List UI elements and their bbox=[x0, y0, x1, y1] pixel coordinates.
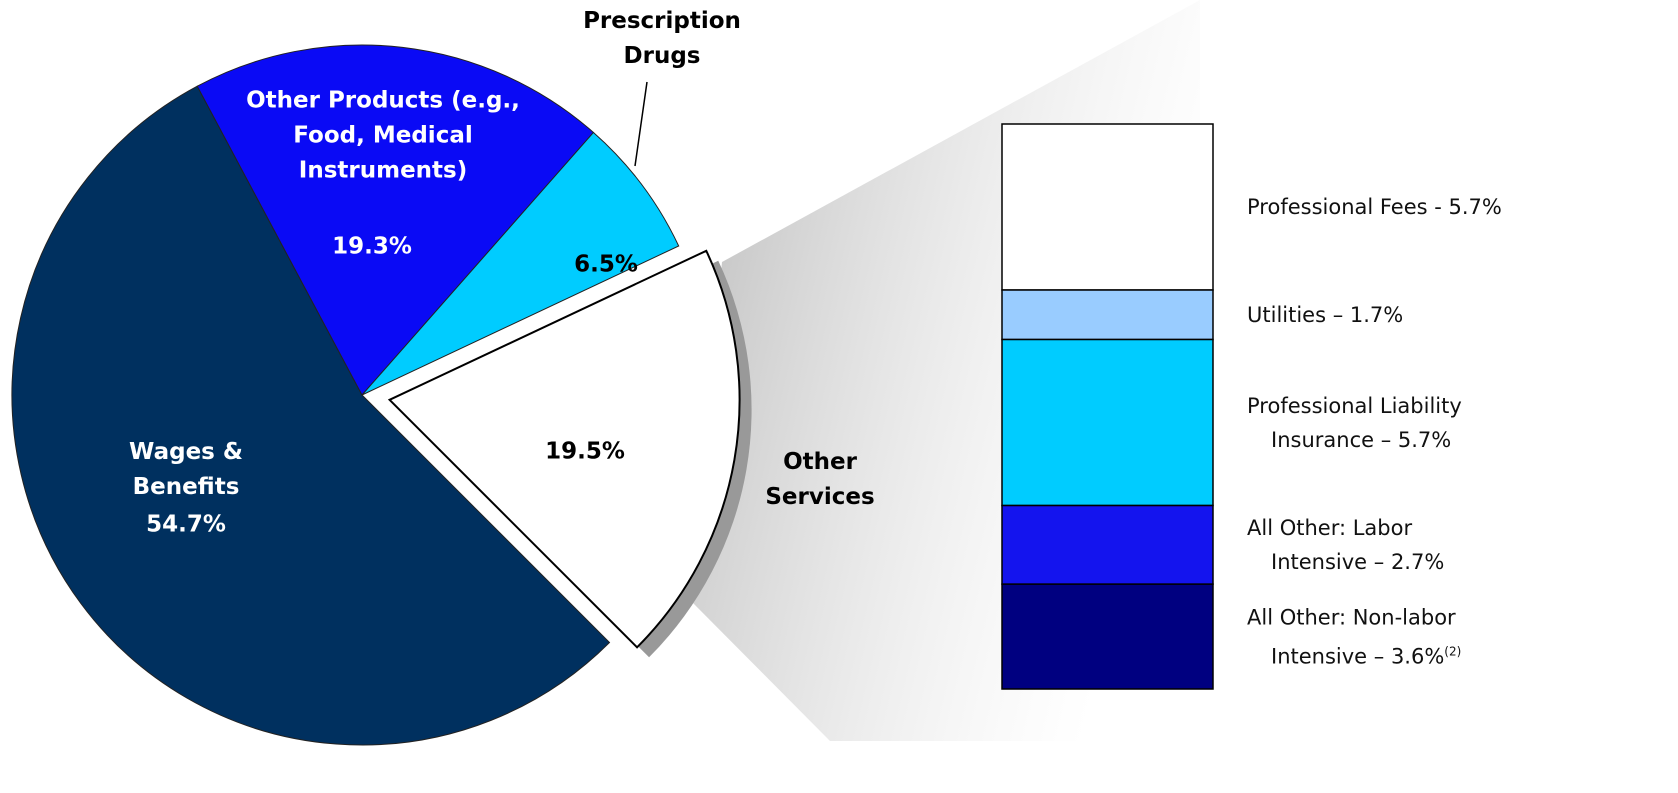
slice-value-label: 6.5% bbox=[574, 251, 638, 278]
slice-label: Other Services bbox=[765, 449, 875, 510]
bar-segment bbox=[1001, 289, 1214, 341]
pie-slice bbox=[196, 44, 595, 396]
bar-segment bbox=[1001, 504, 1214, 585]
leader-line bbox=[634, 81, 648, 167]
footnote-marker: (2) bbox=[1444, 644, 1462, 659]
slice-value-label: 19.5% bbox=[545, 438, 625, 465]
bar-segment bbox=[1001, 123, 1214, 291]
legend-label: All Other: Non-labor Intensive – 3.6%(2) bbox=[1247, 605, 1462, 669]
legend-label: All Other: Labor Intensive – 2.7% bbox=[1247, 515, 1445, 574]
slice-value-label: 54.7% bbox=[146, 511, 226, 538]
slice-label: Other Products (e.g., Food, Medical Inst… bbox=[246, 87, 520, 184]
slice-label: Wages & Benefits bbox=[129, 439, 243, 500]
legend-label: Utilities – 1.7% bbox=[1247, 302, 1404, 327]
slice-value-label: 19.3% bbox=[332, 233, 412, 260]
legend-label: Professional Fees - 5.7% bbox=[1247, 195, 1502, 219]
bar-segment bbox=[1001, 338, 1214, 507]
pie-slice bbox=[361, 131, 680, 396]
bar-segment bbox=[1001, 583, 1214, 690]
slice-label: Prescription Drugs bbox=[583, 8, 741, 69]
pie-slice bbox=[387, 249, 741, 649]
legend-label: Professional Liability Insurance – 5.7% bbox=[1247, 393, 1462, 452]
pie-slice bbox=[11, 85, 611, 746]
